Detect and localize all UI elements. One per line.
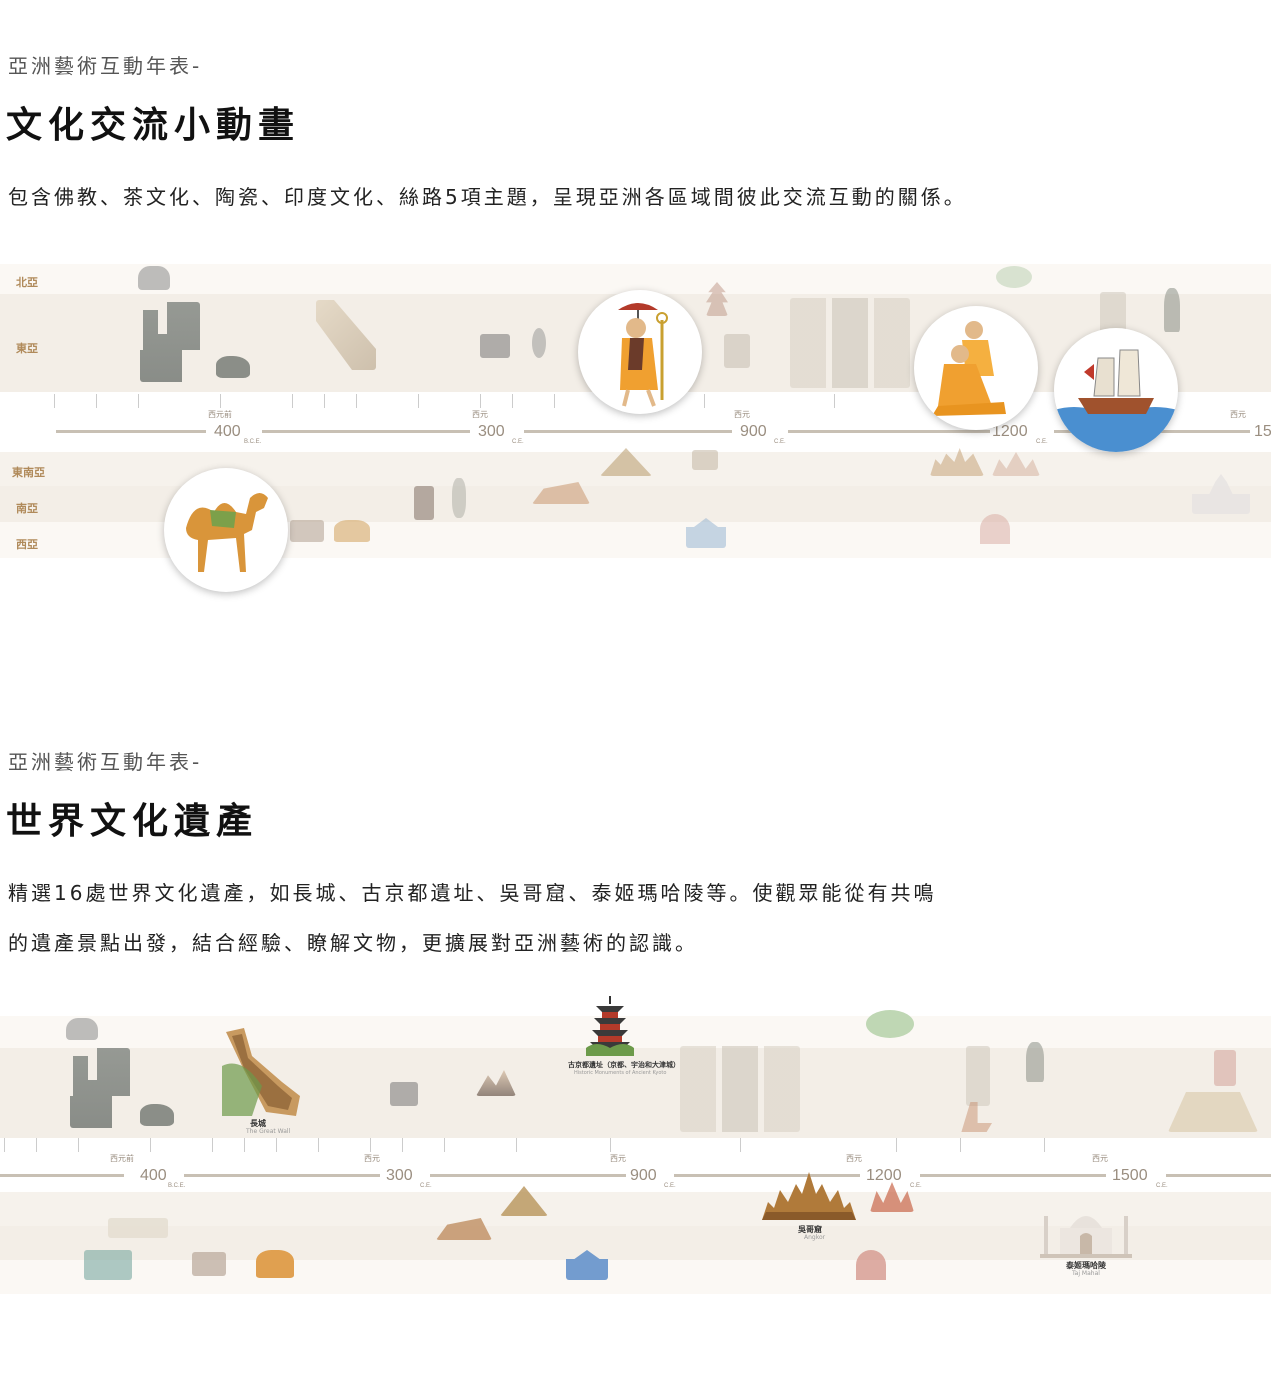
region-label-east-asia[interactable]: 東亞 bbox=[16, 342, 38, 355]
timeline2-screenshot: 西元前 400 B.C.E. 西元 300 C.E. 西元 900 C.E. 西元 1200 C… bbox=[0, 996, 1271, 1296]
artifact2-ruins-w[interactable] bbox=[192, 1252, 226, 1276]
artifact-scroll-faded[interactable] bbox=[724, 334, 750, 368]
artifact-ruins-w[interactable] bbox=[290, 520, 324, 542]
timeline1-axis-line-4 bbox=[788, 430, 990, 433]
artifact-vase-faded[interactable] bbox=[532, 328, 546, 358]
artifact-stone-north[interactable] bbox=[138, 266, 170, 290]
monk-with-umbrella-icon bbox=[618, 303, 668, 407]
artifact-tower-s[interactable] bbox=[414, 486, 434, 520]
artifact2-stone-north[interactable] bbox=[66, 1018, 98, 1040]
section1-title: 文化交流小動畫 bbox=[6, 105, 301, 146]
timeline2-axis-line-6 bbox=[1166, 1174, 1271, 1177]
region2-band-southeast-asia bbox=[0, 1192, 1271, 1226]
kyoto-english: Historic Monuments of Ancient Kyoto bbox=[574, 1070, 667, 1076]
timeline2-tick-400: 西元前 400 B.C.E. bbox=[110, 1154, 186, 1189]
section-cultural-exchange: 亞洲藝術互動年表- 文化交流小動畫 包含佛教、茶文化、陶瓷、印度文化、絲路5項主… bbox=[0, 0, 1271, 620]
timeline2-axis-line-4 bbox=[674, 1174, 860, 1177]
dynasty-strip-2 bbox=[0, 1138, 1271, 1154]
artifact2-temple-red[interactable] bbox=[870, 1182, 914, 1212]
great-wall-english: The Great Wall bbox=[246, 1128, 291, 1135]
bubble-buddhist-monk[interactable] bbox=[578, 290, 702, 414]
artifact2-paintings[interactable] bbox=[680, 1046, 800, 1132]
kyoto-name: 古京都遺址（京都、宇治和大津城） bbox=[568, 1061, 680, 1069]
region-label-southeast-asia[interactable]: 東南亞 bbox=[12, 466, 45, 479]
artifact-bronze-animal[interactable] bbox=[216, 356, 250, 378]
timeline1-tick-900: 西元 900 C.E. bbox=[734, 410, 786, 445]
artifact2-building-w[interactable] bbox=[108, 1218, 168, 1238]
timeline1-axis-line-2 bbox=[262, 430, 470, 433]
timeline1-screenshot: 北亞 東亞 東南亞 南亞 西亞 西元前 400 B.C.E. 西元 300 C.E. 西… bbox=[0, 264, 1271, 604]
artifact-rocks-se[interactable] bbox=[692, 450, 718, 470]
angkor-temple-icon bbox=[762, 1172, 856, 1220]
artifact2-scroll[interactable] bbox=[966, 1046, 990, 1106]
bubble-two-monks[interactable] bbox=[914, 306, 1038, 430]
artifact-yurt-faded[interactable] bbox=[996, 266, 1032, 288]
timeline1-tick-1500: 西元 15 bbox=[1230, 410, 1271, 440]
artifact-figure-s[interactable] bbox=[452, 478, 466, 518]
region-label-west-asia[interactable]: 西亞 bbox=[16, 538, 38, 551]
artifact2-bronze-animal[interactable] bbox=[140, 1104, 174, 1126]
bubble-trade-ship[interactable] bbox=[1054, 328, 1178, 452]
artifact2-statue[interactable] bbox=[1026, 1042, 1044, 1082]
timeline2-axis-line-2 bbox=[184, 1174, 380, 1177]
great-wall-name: 長城 bbox=[250, 1119, 266, 1128]
artifact-statue-faded[interactable] bbox=[1164, 288, 1180, 332]
section1-description: 包含佛教、茶文化、陶瓷、印度文化、絲路5項主題，呈現亞洲各區域間彼此交流互動的關… bbox=[8, 185, 967, 209]
taj-mahal-english: Taj Mahal bbox=[1072, 1270, 1100, 1277]
artifact-pagoda-faded[interactable] bbox=[706, 282, 728, 316]
timeline2-tick-300: 西元 300 C.E. bbox=[364, 1154, 432, 1189]
timeline2-tick-900: 西元 900 C.E. bbox=[610, 1154, 676, 1189]
timeline2-axis-line-3 bbox=[430, 1174, 626, 1177]
timeline1-axis-line-1 bbox=[56, 430, 206, 433]
great-wall-icon bbox=[222, 1028, 300, 1116]
artifact2-book[interactable] bbox=[390, 1082, 418, 1106]
heritage-taj-mahal[interactable] bbox=[1040, 1206, 1132, 1258]
region-label-north-asia[interactable]: 北亞 bbox=[16, 276, 38, 289]
artifact2-arch[interactable] bbox=[856, 1250, 886, 1280]
sitting-monks-icon bbox=[932, 321, 1006, 416]
angkor-english: Angkor bbox=[804, 1234, 826, 1241]
section2-kicker: 亞洲藝術互動年表- bbox=[8, 750, 203, 774]
pagoda-icon bbox=[586, 996, 634, 1056]
region-band-north-asia bbox=[0, 264, 1271, 294]
timeline1-axis-line-3 bbox=[524, 430, 732, 433]
artifact-desert-w[interactable] bbox=[334, 520, 370, 542]
camel-icon bbox=[186, 493, 268, 572]
timeline2-axis-line-5 bbox=[920, 1174, 1106, 1177]
artifact-arch-w[interactable] bbox=[980, 514, 1010, 544]
section2-description-line1: 精選16處世界文化遺產，如長城、古京都遺址、吳哥窟、泰姬瑪哈陵等。使觀眾能從有共… bbox=[8, 881, 937, 905]
section2-description-line2: 的遺產景點出發，結合經驗、瞭解文物，更擴展對亞洲藝術的認識。 bbox=[8, 931, 698, 955]
artifact2-yurt[interactable] bbox=[866, 1010, 914, 1038]
section1-kicker: 亞洲藝術互動年表- bbox=[8, 54, 203, 78]
junk-ship-icon bbox=[1054, 349, 1178, 452]
taj-mahal-icon bbox=[1040, 1216, 1132, 1258]
artifact2-mosque-w[interactable] bbox=[84, 1250, 132, 1280]
region-label-south-asia[interactable]: 南亞 bbox=[16, 502, 38, 515]
angkor-name: 吳哥窟 bbox=[798, 1225, 822, 1234]
timeline2-tick-1500: 西元 1500 C.E. bbox=[1092, 1154, 1168, 1189]
timeline1-tick-400: 西元前 400 B.C.E. bbox=[208, 410, 262, 445]
timeline1-tick-300: 西元 300 C.E. bbox=[472, 410, 524, 445]
section-world-heritage: 亞洲藝術互動年表- 世界文化遺產 精選16處世界文化遺產，如長城、古京都遺址、吳… bbox=[0, 700, 1271, 1382]
region2-band-east-asia bbox=[0, 1048, 1271, 1138]
artifact-book-faded[interactable] bbox=[480, 334, 510, 358]
heritage-kyoto-pagoda[interactable] bbox=[586, 996, 634, 1056]
artifact-paintings-faded[interactable] bbox=[790, 298, 910, 388]
heritage-great-wall[interactable]: 長城 bbox=[222, 1026, 302, 1128]
region2-band-north-asia bbox=[0, 1016, 1271, 1048]
timeline2-axis-line-1 bbox=[0, 1174, 124, 1177]
section2-title: 世界文化遺產 bbox=[6, 801, 259, 842]
heritage-angkor[interactable] bbox=[762, 1172, 856, 1220]
bubble-silk-road-camel[interactable] bbox=[164, 468, 288, 592]
taj-mahal-name: 泰姬瑪哈陵 bbox=[1066, 1261, 1106, 1270]
timeline2-tick-1200: 西元 1200 C.E. bbox=[846, 1154, 922, 1189]
artifact2-desert[interactable] bbox=[256, 1250, 294, 1278]
artifact2-box[interactable] bbox=[1214, 1050, 1236, 1086]
